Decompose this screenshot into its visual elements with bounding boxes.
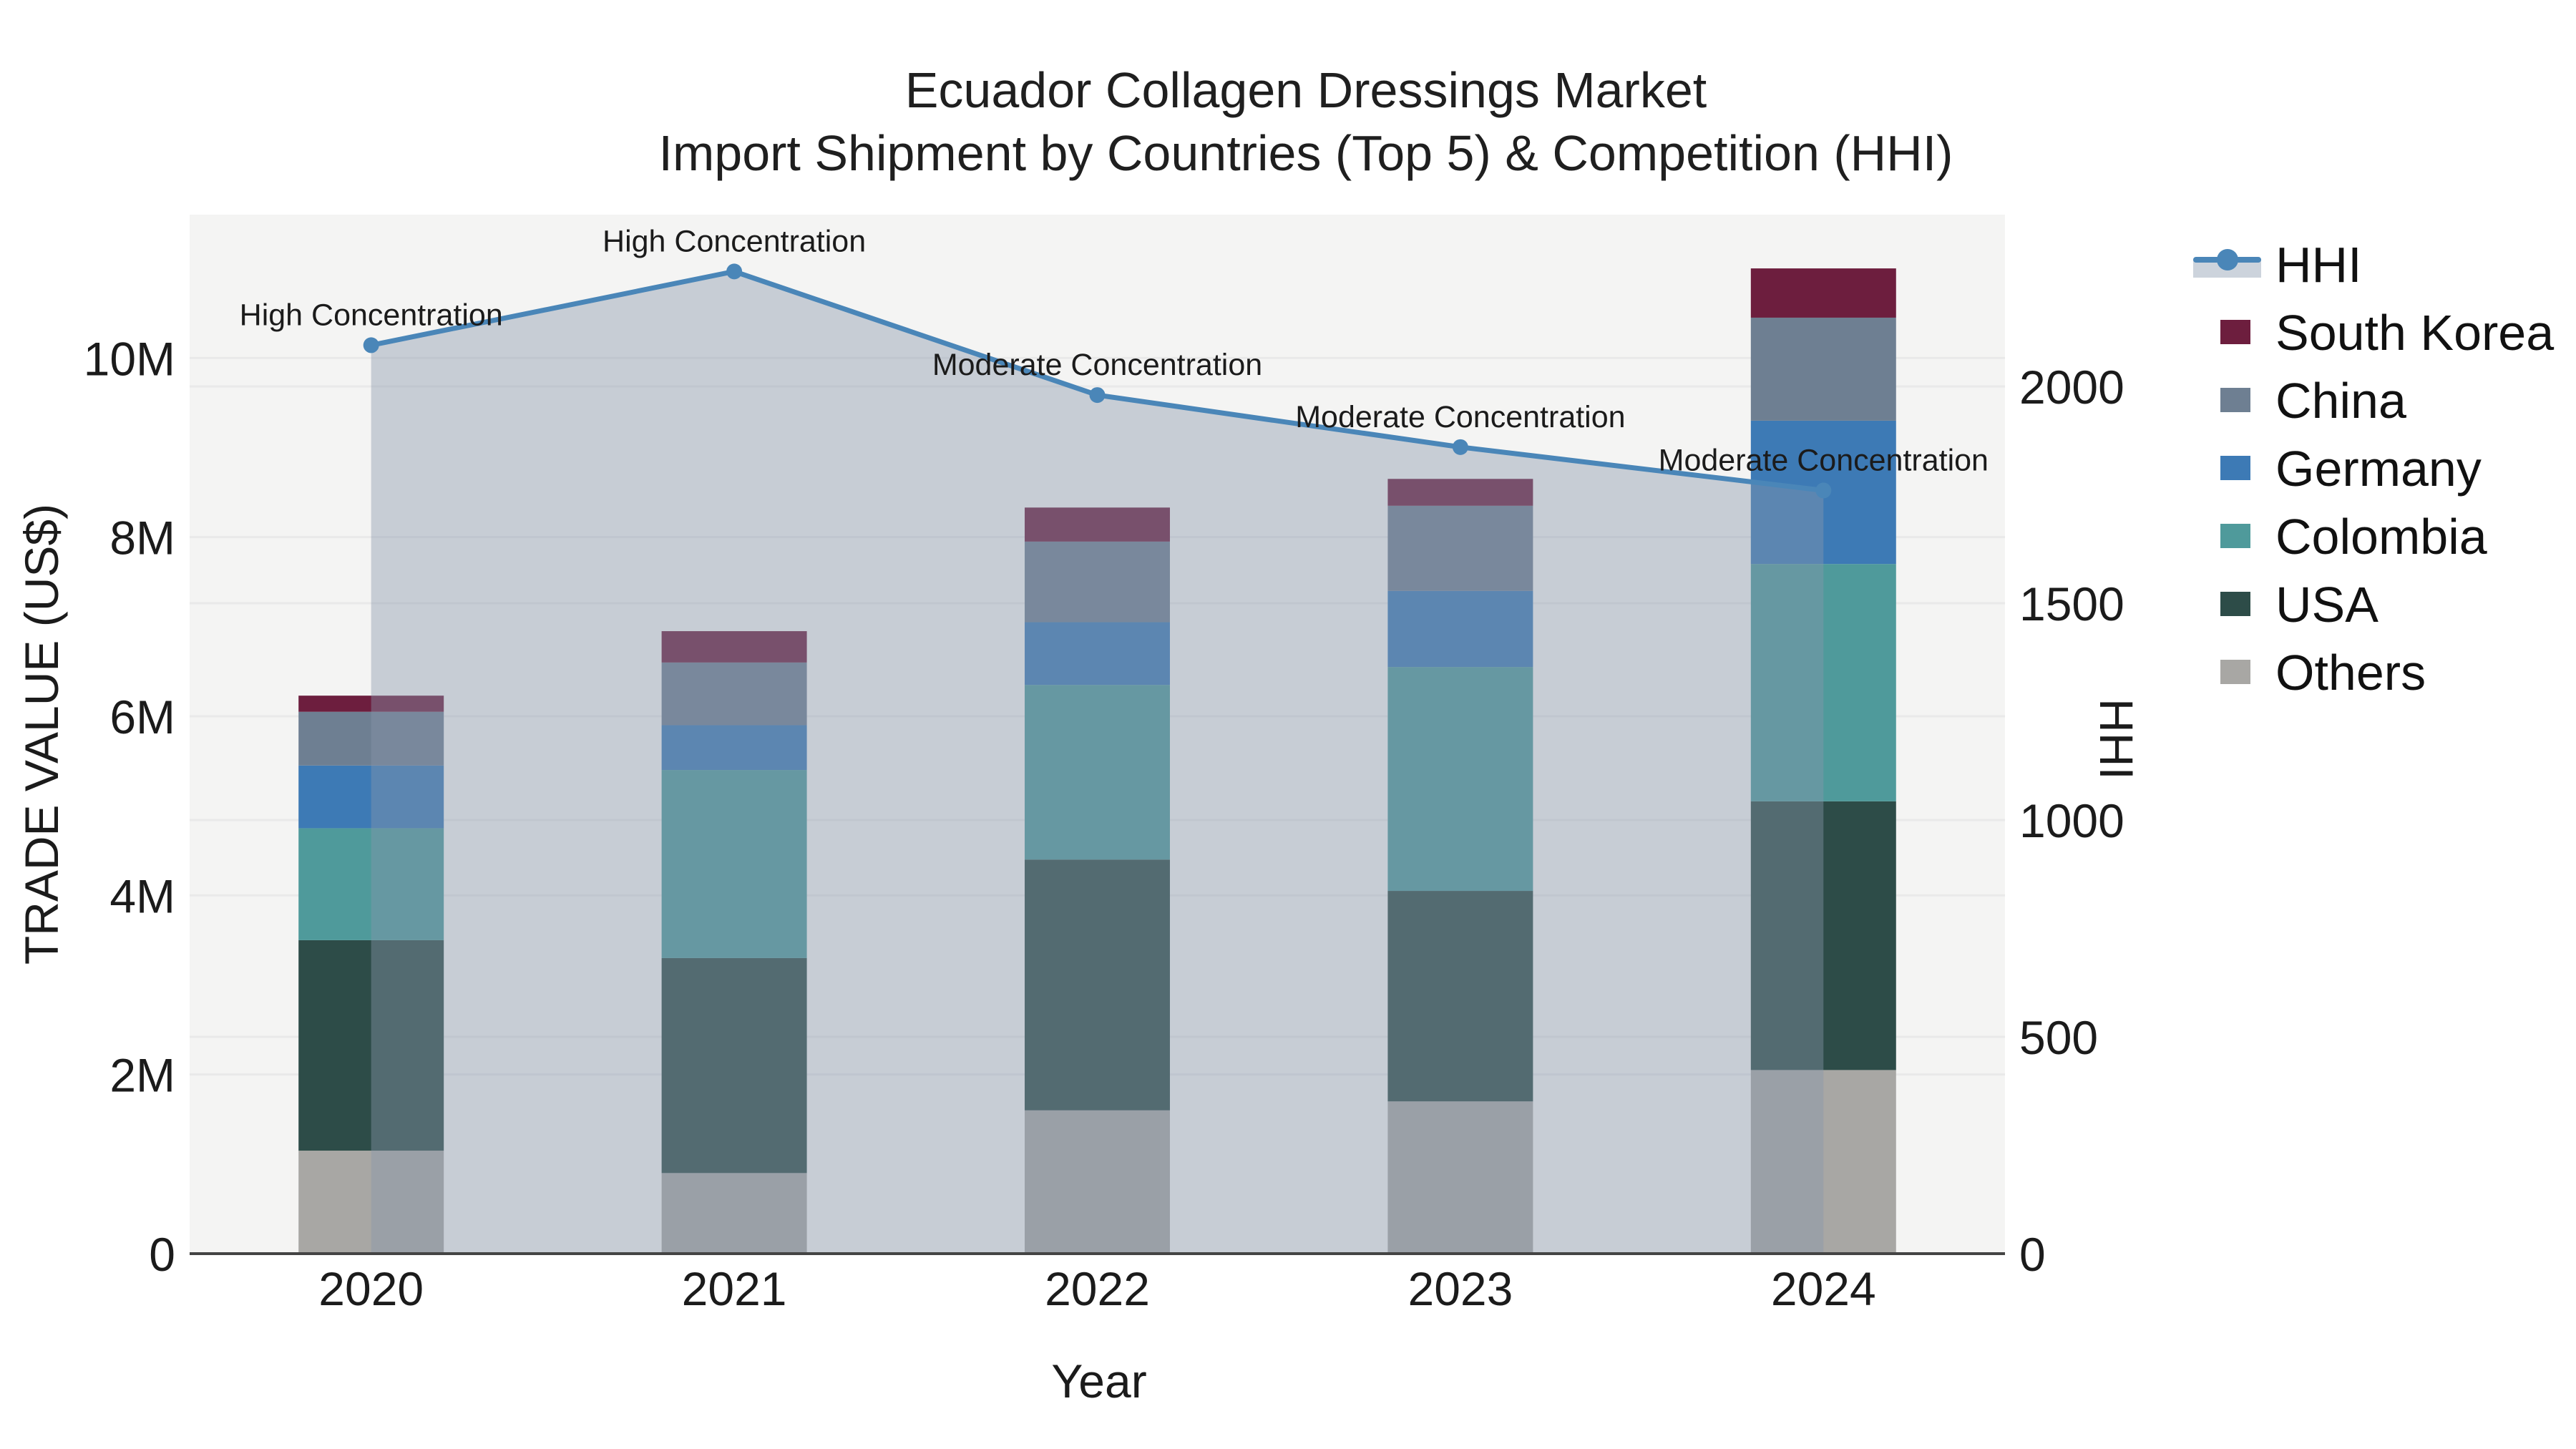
hhi-marker-2024[interactable] <box>1815 482 1832 499</box>
bar-segment-south-korea[interactable] <box>298 696 444 712</box>
legend-label: South Korea <box>2275 304 2555 361</box>
bar-segment-china[interactable] <box>1750 317 1896 421</box>
y2-tick-label: 0 <box>2019 1228 2046 1281</box>
bar-segment-others[interactable] <box>1025 1110 1170 1254</box>
hhi-line-icon <box>2193 230 2275 298</box>
bar-segment-germany[interactable] <box>1025 622 1170 686</box>
legend-item-usa[interactable]: USA <box>2193 570 2554 638</box>
color-swatch <box>2220 524 2250 548</box>
chart-title-line2: Import Shipment by Countries (Top 5) & C… <box>658 125 1953 181</box>
legend-swatch-icon <box>2193 638 2275 706</box>
bar-segment-south-korea[interactable] <box>1387 479 1533 506</box>
legend-item-germany[interactable]: Germany <box>2193 434 2554 502</box>
hhi-marker-2020[interactable] <box>363 337 379 353</box>
legend-item-south-korea[interactable]: South Korea <box>2193 298 2554 366</box>
y-tick-label: 6M <box>109 691 175 743</box>
y-axis-title: TRADE VALUE (US$) <box>15 503 68 965</box>
bar-segment-others[interactable] <box>1750 1070 1896 1254</box>
legend-swatch-icon <box>2193 502 2275 570</box>
bar-segment-germany[interactable] <box>1387 590 1533 668</box>
x-tick-label-2023: 2023 <box>1407 1262 1513 1315</box>
chart-title: Ecuador Collagen Dressings Market Import… <box>0 59 2576 185</box>
hhi-marker-2022[interactable] <box>1089 387 1106 404</box>
hhi-marker-2023[interactable] <box>1452 439 1468 455</box>
bar-segment-germany[interactable] <box>298 765 444 829</box>
bar-segment-usa[interactable] <box>298 940 444 1151</box>
legend-label: Others <box>2275 644 2426 701</box>
chart-title-line1: Ecuador Collagen Dressings Market <box>904 62 1707 118</box>
bar-segment-usa[interactable] <box>1387 891 1533 1102</box>
color-swatch <box>2220 592 2250 616</box>
bar-segment-china[interactable] <box>1025 541 1170 623</box>
y-tick-label: 0 <box>149 1228 175 1281</box>
y-tick-label: 4M <box>109 869 175 922</box>
bar-segment-china[interactable] <box>1387 505 1533 591</box>
bar-segment-colombia[interactable] <box>1387 667 1533 892</box>
legend: HHI South Korea China Germany Colombia USA Oth… <box>2193 230 2554 706</box>
annotation-2024: Moderate Concentration <box>1659 443 1989 477</box>
bar-segment-usa[interactable] <box>661 957 807 1174</box>
bar-segment-others[interactable] <box>661 1173 807 1254</box>
hhi-marker-icon <box>2217 249 2238 270</box>
legend-label: Germany <box>2275 440 2482 497</box>
legend-item-others[interactable]: Others <box>2193 638 2554 706</box>
y2-tick-label: 500 <box>2019 1011 2098 1064</box>
bar-segment-others[interactable] <box>298 1151 444 1254</box>
y2-tick-label: 1000 <box>2019 794 2124 847</box>
y-tick-label: 2M <box>109 1049 175 1102</box>
bar-segment-colombia[interactable] <box>1750 564 1896 801</box>
hhi-area-fill <box>371 271 1824 1254</box>
bar-segment-usa[interactable] <box>1750 801 1896 1070</box>
legend-item-china[interactable]: China <box>2193 366 2554 434</box>
y-tick-label: 8M <box>109 512 175 565</box>
legend-label: USA <box>2275 576 2379 633</box>
hhi-marker-2021[interactable] <box>726 263 743 280</box>
legend-label: HHI <box>2275 236 2362 293</box>
x-tick-label-2024: 2024 <box>1771 1262 1876 1315</box>
bar-segment-colombia[interactable] <box>1025 685 1170 860</box>
y-tick-label: 10M <box>84 332 175 385</box>
bar-segment-others[interactable] <box>1387 1101 1533 1254</box>
bar-segment-china[interactable] <box>298 711 444 766</box>
color-swatch <box>2220 456 2250 480</box>
legend-item-colombia[interactable]: Colombia <box>2193 502 2554 570</box>
color-swatch <box>2220 388 2250 412</box>
legend-label: Colombia <box>2275 508 2487 565</box>
annotation-2020: High Concentration <box>240 298 503 332</box>
bar-segment-south-korea[interactable] <box>1750 268 1896 318</box>
color-swatch <box>2220 660 2250 684</box>
bar-segment-china[interactable] <box>661 662 807 726</box>
bar-segment-colombia[interactable] <box>298 828 444 940</box>
x-tick-label-2021: 2021 <box>682 1262 787 1315</box>
x-tick-label-2020: 2020 <box>318 1262 424 1315</box>
annotation-2023: Moderate Concentration <box>1295 400 1625 434</box>
y2-tick-label: 2000 <box>2019 361 2124 414</box>
x-axis-title: Year <box>1051 1355 1147 1407</box>
x-tick-label-2022: 2022 <box>1045 1262 1150 1315</box>
bar-segment-colombia[interactable] <box>661 770 807 958</box>
legend-swatch-icon <box>2193 570 2275 638</box>
bar-segment-south-korea[interactable] <box>1025 507 1170 542</box>
legend-swatch-icon <box>2193 434 2275 502</box>
legend-swatch-icon <box>2193 298 2275 366</box>
legend-swatch-icon <box>2193 366 2275 434</box>
annotation-2021: High Concentration <box>602 224 866 258</box>
annotation-2022: Moderate Concentration <box>932 348 1262 382</box>
bar-segment-germany[interactable] <box>661 725 807 771</box>
color-swatch <box>2220 320 2250 344</box>
legend-item-hhi[interactable]: HHI <box>2193 230 2554 298</box>
bar-segment-usa[interactable] <box>1025 859 1170 1111</box>
y2-tick-label: 1500 <box>2019 577 2124 630</box>
legend-label: China <box>2275 372 2406 429</box>
y2-axis-title: HHI <box>2090 698 2143 780</box>
bar-segment-south-korea[interactable] <box>661 631 807 663</box>
